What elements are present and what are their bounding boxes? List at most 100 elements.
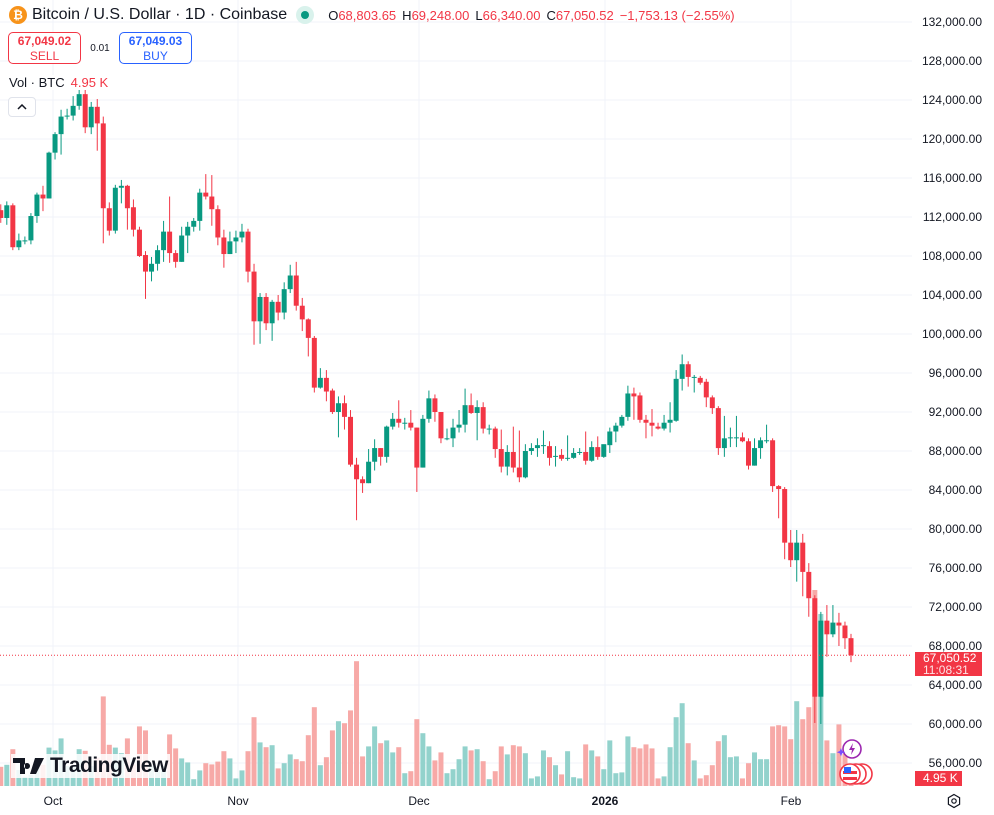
volume-legend[interactable]: Vol · BTC 4.95 K [9, 75, 109, 90]
candle-body [58, 116, 64, 135]
volume-bar [589, 750, 595, 786]
candle-body [4, 205, 10, 218]
sell-button[interactable]: 67,049.02 SELL [8, 32, 81, 64]
candle-body [486, 428, 492, 430]
candlestick-chart[interactable] [0, 0, 912, 786]
events-markers[interactable] [836, 738, 876, 786]
candle-body [124, 185, 130, 209]
candle-body [498, 449, 504, 467]
candle-body [142, 255, 148, 272]
volume-bar [739, 778, 745, 786]
price-tick-label: 100,000.00 [921, 327, 982, 341]
volume-bar [800, 719, 806, 786]
ohlc-value: 67,050.52 [555, 7, 614, 23]
volume-bar [613, 773, 619, 786]
tradingview-logo[interactable]: TradingView [11, 754, 170, 778]
us-flag-event-icon[interactable] [839, 763, 873, 785]
volume-bar [703, 775, 709, 786]
volume-bar [516, 746, 522, 786]
volume-bar [408, 771, 414, 786]
candle-body [420, 418, 426, 468]
symbol-header: ₿ Bitcoin / U.S. Dollar · 1D · Coinbase … [9, 6, 735, 24]
candle-body [149, 263, 155, 272]
volume-bar [504, 754, 510, 786]
volume-bar [215, 761, 221, 786]
candle-body [52, 134, 58, 153]
candle-body [28, 216, 34, 241]
volume-bar [299, 761, 305, 786]
price-tick-label: 80,000.00 [928, 522, 982, 536]
volume-bar [414, 719, 420, 786]
candle-body [281, 289, 287, 313]
candle-body [480, 407, 486, 429]
candle-body [607, 431, 613, 446]
price-axis[interactable]: 132,000.00 128,000.00 124,000.00 120,000.00… [912, 0, 994, 786]
candle-body [136, 229, 142, 256]
volume-bar [287, 754, 293, 786]
volume-bar [474, 749, 480, 786]
candle-body [571, 452, 577, 458]
candle-body [10, 205, 16, 248]
volume-bar [263, 747, 269, 786]
candle-body [46, 152, 52, 199]
candle-body [631, 393, 637, 397]
candle-body [812, 598, 818, 697]
candle-body [800, 542, 806, 572]
last-price: 67,050.52 [923, 651, 977, 665]
candle-body [462, 405, 468, 425]
time-tick-label: Oct [43, 794, 63, 808]
volume-bar [0, 766, 4, 786]
volume-bar [528, 778, 534, 786]
volume-bar [233, 778, 239, 786]
candle-body [733, 437, 739, 439]
sell-label: SELL [29, 49, 60, 63]
time-tick-label: Dec [408, 794, 430, 808]
volume-bar [251, 717, 257, 786]
collapse-legend-button[interactable] [8, 97, 36, 117]
trade-panel: 67,049.02 SELL 0.01 67,049.03 BUY [8, 32, 192, 64]
volume-bar [155, 770, 161, 786]
candle-body [263, 296, 269, 324]
volume-badge: 4.95 K [915, 771, 962, 786]
volume-bar [173, 748, 179, 786]
candle-body [335, 403, 341, 412]
volume-bar [649, 748, 655, 786]
volume-bar [776, 725, 782, 786]
volume-bar [28, 774, 34, 786]
settings-gear-icon[interactable] [946, 793, 962, 809]
volume-bar [275, 768, 281, 786]
symbol-title[interactable]: Bitcoin / U.S. Dollar · 1D · Coinbase [32, 6, 288, 23]
volume-bar [836, 724, 842, 786]
tradingview-logo-icon [13, 758, 44, 774]
volume-bar [462, 746, 468, 786]
candle-body [649, 422, 655, 426]
volume-bar [227, 758, 233, 786]
candle-body [456, 424, 462, 428]
volume-bar [685, 743, 691, 786]
time-axis[interactable]: Oct Nov Dec 2026 Feb [0, 786, 994, 815]
candle-body [450, 427, 456, 439]
lightning-event-icon[interactable] [836, 739, 862, 759]
price-tick-label: 128,000.00 [921, 54, 982, 68]
candle-body [94, 106, 100, 124]
chevron-up-icon [17, 104, 27, 110]
volume-bar [553, 765, 559, 786]
candle-body [293, 275, 299, 306]
price-tick-label: 116,000.00 [922, 171, 982, 185]
candle-body [848, 638, 854, 656]
candle-body [191, 220, 197, 227]
price-change: −1,753.13 (−2.55%) [619, 7, 735, 23]
volume-bar [595, 756, 601, 786]
candle-body [245, 231, 251, 272]
candle-body [836, 622, 842, 626]
buy-button[interactable]: 67,049.03 BUY [119, 32, 192, 64]
ohlc-key: L [475, 7, 483, 23]
buy-price: 67,049.03 [128, 34, 183, 48]
volume-bar [547, 757, 552, 786]
candle-body [625, 393, 631, 417]
volume-bar [257, 742, 263, 786]
candle-body [299, 305, 305, 320]
candle-body [221, 237, 227, 255]
candle-body [595, 447, 601, 457]
volume-bar [311, 707, 317, 786]
